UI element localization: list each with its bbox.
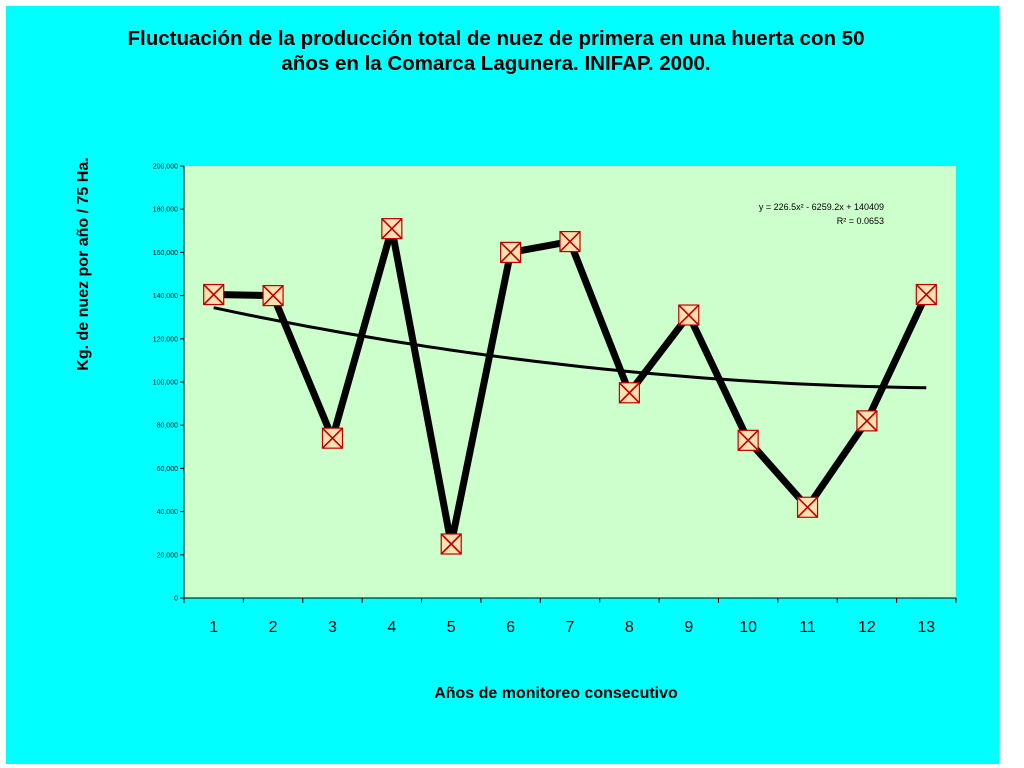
trendline-equation: y = 226.5x² - 6259.2x + 140409 bbox=[759, 202, 884, 212]
y-axis-ticks: 0 20,000 40,000 60,000 80,000 100,000 120,000 1… bbox=[153, 164, 184, 603]
x-tick-label: 13 bbox=[917, 619, 935, 636]
x-axis-ticks: 1 2 3 4 5 6 7 8 9 10 11 12 13 bbox=[183, 598, 957, 636]
data-point-marker bbox=[559, 231, 581, 253]
chart-title-line-1: Fluctuación de la producción total de nu… bbox=[127, 27, 865, 50]
data-point-marker bbox=[678, 304, 700, 326]
x-tick-label: 9 bbox=[684, 619, 693, 636]
y-tick-label: 80,000 bbox=[157, 423, 179, 430]
x-tick-label: 6 bbox=[506, 619, 515, 636]
chart-title-line-2: años en la Comarca Lagunera. INIFAP. 200… bbox=[281, 52, 711, 75]
y-tick-label: 40,000 bbox=[157, 509, 179, 516]
y-tick-label: 200,000 bbox=[153, 164, 178, 171]
y-tick-label: 60,000 bbox=[157, 466, 179, 473]
data-point-marker bbox=[262, 285, 284, 307]
x-tick-label: 4 bbox=[387, 619, 396, 636]
y-tick-label: 140,000 bbox=[153, 293, 178, 300]
y-tick-label: 20,000 bbox=[157, 552, 179, 559]
chart-title: Fluctuación de la producción total de nu… bbox=[6, 26, 986, 76]
x-tick-label: 11 bbox=[799, 619, 816, 636]
y-tick-label: 160,000 bbox=[153, 250, 178, 257]
data-point-marker bbox=[381, 218, 403, 240]
slide-background: Fluctuación de la producción total de nu… bbox=[6, 6, 999, 764]
data-point-marker bbox=[618, 382, 640, 404]
y-axis-title: Kg. de nuez por año / 75 Ha. bbox=[75, 157, 92, 370]
data-point-marker bbox=[856, 410, 878, 432]
trendline-r-squared: R² = 0.0653 bbox=[837, 216, 884, 226]
data-point-marker bbox=[915, 283, 937, 306]
y-tick-label: 180,000 bbox=[153, 207, 178, 214]
x-tick-label: 5 bbox=[447, 619, 456, 636]
y-tick-label: 0 bbox=[174, 596, 178, 603]
x-tick-label: 3 bbox=[328, 619, 337, 636]
data-point-marker bbox=[737, 429, 759, 451]
y-tick-label: 120,000 bbox=[153, 336, 178, 343]
x-axis-title: Años de monitoreo consecutivo bbox=[434, 685, 678, 702]
data-markers bbox=[203, 218, 937, 555]
x-tick-label: 10 bbox=[739, 619, 757, 636]
data-point-marker bbox=[796, 496, 819, 518]
x-tick-label: 7 bbox=[566, 619, 575, 636]
data-point-marker bbox=[321, 427, 344, 449]
x-tick-label: 12 bbox=[858, 619, 876, 636]
y-tick-label: 100,000 bbox=[153, 380, 178, 387]
x-tick-label: 2 bbox=[269, 619, 278, 636]
data-point-marker bbox=[440, 533, 462, 555]
data-point-marker bbox=[203, 283, 225, 306]
line-chart: 0 20,000 40,000 60,000 80,000 100,000 120,000 1… bbox=[75, 157, 957, 702]
x-tick-label: 8 bbox=[625, 619, 634, 636]
trendline bbox=[213, 306, 927, 390]
data-point-marker bbox=[500, 241, 522, 263]
x-tick-label: 1 bbox=[209, 619, 218, 636]
plot-area bbox=[184, 166, 956, 598]
